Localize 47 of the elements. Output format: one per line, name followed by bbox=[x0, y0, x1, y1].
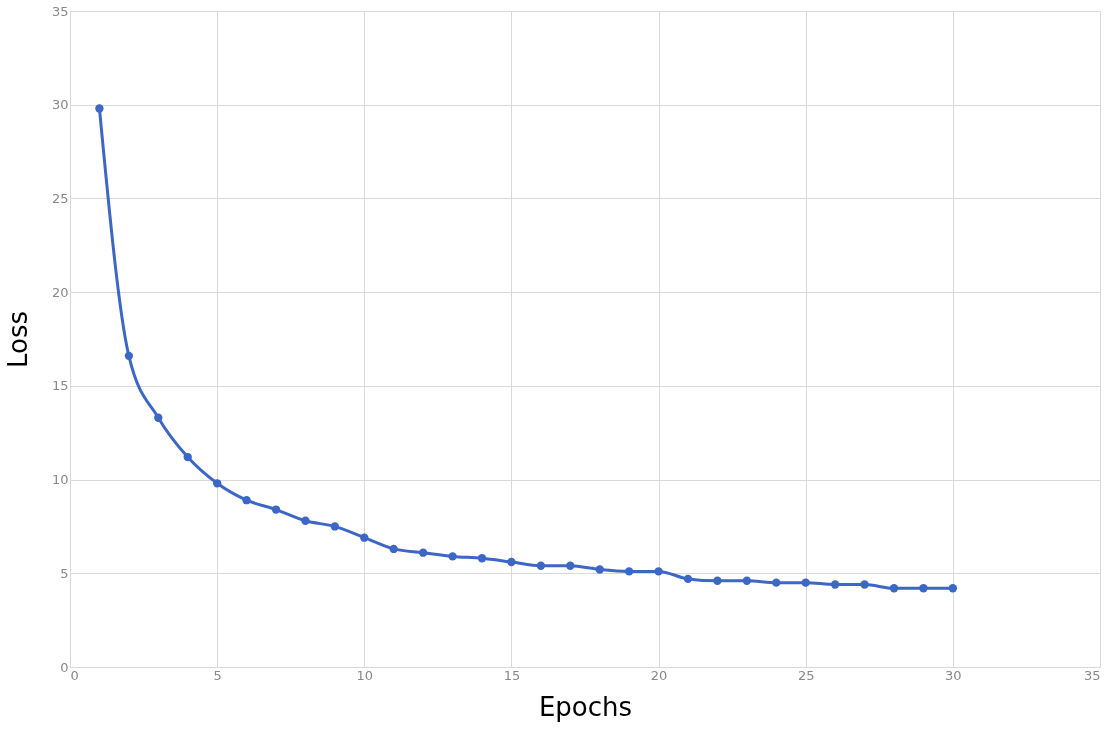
x-tick-label: 0 bbox=[70, 667, 79, 683]
point bbox=[742, 576, 752, 585]
point bbox=[624, 567, 634, 576]
point bbox=[948, 584, 958, 593]
point bbox=[330, 522, 340, 531]
x-tick-label: 20 bbox=[650, 667, 668, 683]
x-tick-label: 15 bbox=[503, 667, 521, 683]
x-tick-label: 35 bbox=[1083, 667, 1101, 683]
point bbox=[830, 580, 840, 589]
x-tick-label: 30 bbox=[945, 667, 962, 683]
x-tick-label: 5 bbox=[213, 667, 222, 683]
point bbox=[507, 557, 516, 567]
y-tick-label: 20 bbox=[51, 284, 69, 300]
point bbox=[360, 533, 369, 542]
point bbox=[713, 576, 722, 585]
point bbox=[889, 584, 899, 593]
point bbox=[683, 574, 693, 584]
point bbox=[271, 505, 281, 514]
point bbox=[595, 565, 604, 574]
point bbox=[242, 496, 251, 505]
point bbox=[418, 548, 428, 557]
y-axis-title: Loss bbox=[2, 310, 33, 369]
y-tick-label: 5 bbox=[60, 565, 69, 581]
y-tick-label: 35 bbox=[51, 3, 69, 19]
point bbox=[154, 413, 163, 422]
x-tick-label: 10 bbox=[356, 667, 374, 683]
point bbox=[536, 561, 546, 570]
x-axis-title: Epochs bbox=[538, 691, 633, 722]
point bbox=[477, 554, 487, 563]
point bbox=[566, 561, 575, 570]
point bbox=[448, 552, 457, 561]
point bbox=[772, 578, 781, 587]
x-tick-label: 25 bbox=[797, 667, 815, 683]
point bbox=[183, 452, 192, 462]
y-tick-label: 25 bbox=[51, 190, 69, 206]
point bbox=[654, 567, 663, 576]
point bbox=[919, 584, 928, 593]
y-tick-label: 30 bbox=[51, 97, 69, 113]
point bbox=[212, 479, 222, 488]
point bbox=[389, 544, 398, 554]
point bbox=[95, 104, 104, 113]
y-tick-label: 10 bbox=[51, 472, 69, 488]
point bbox=[801, 578, 810, 587]
y-tick-label: 15 bbox=[51, 378, 69, 394]
point bbox=[124, 351, 134, 361]
point bbox=[301, 516, 310, 525]
point bbox=[860, 580, 869, 589]
